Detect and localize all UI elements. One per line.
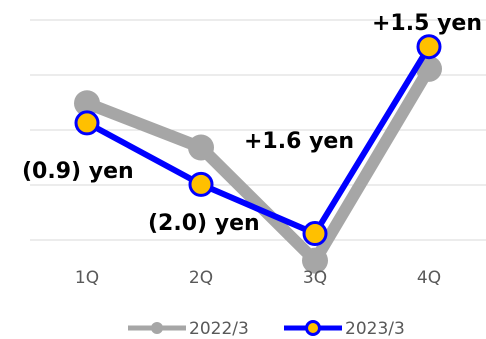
- series-2022/3: [74, 55, 442, 274]
- data-point: [74, 90, 100, 117]
- series-2023/3: [74, 34, 442, 247]
- x-axis-ticks: 1Q 2Q 3Q 4Q: [75, 268, 441, 288]
- legend-label-2023: 2023/3: [345, 319, 405, 339]
- annotation-2q: (2.0) yen: [148, 211, 260, 236]
- annotation-4q: +1.5 yen: [372, 11, 482, 36]
- data-point: [188, 134, 214, 161]
- legend-marker-2023: [305, 320, 321, 336]
- x-tick-label: 1Q: [75, 268, 99, 288]
- legend-label-2022: 2022/3: [189, 319, 249, 339]
- data-point: [416, 34, 442, 60]
- x-tick-label: 3Q: [303, 268, 327, 288]
- data-point: [302, 247, 328, 274]
- annotation-3q: +1.6 yen: [244, 129, 354, 154]
- series-line: [84, 65, 435, 267]
- series-layer: [74, 34, 442, 274]
- data-point: [188, 171, 214, 197]
- annotation-1q: (0.9) yen: [22, 159, 134, 184]
- data-point: [74, 110, 100, 136]
- data-point: [302, 221, 328, 247]
- legend-marker-2022: [151, 322, 163, 334]
- x-tick-label: 2Q: [189, 268, 213, 288]
- x-tick-label: 4Q: [417, 268, 441, 288]
- series-line: [85, 45, 432, 237]
- legend: 2022/3 2023/3: [128, 319, 405, 339]
